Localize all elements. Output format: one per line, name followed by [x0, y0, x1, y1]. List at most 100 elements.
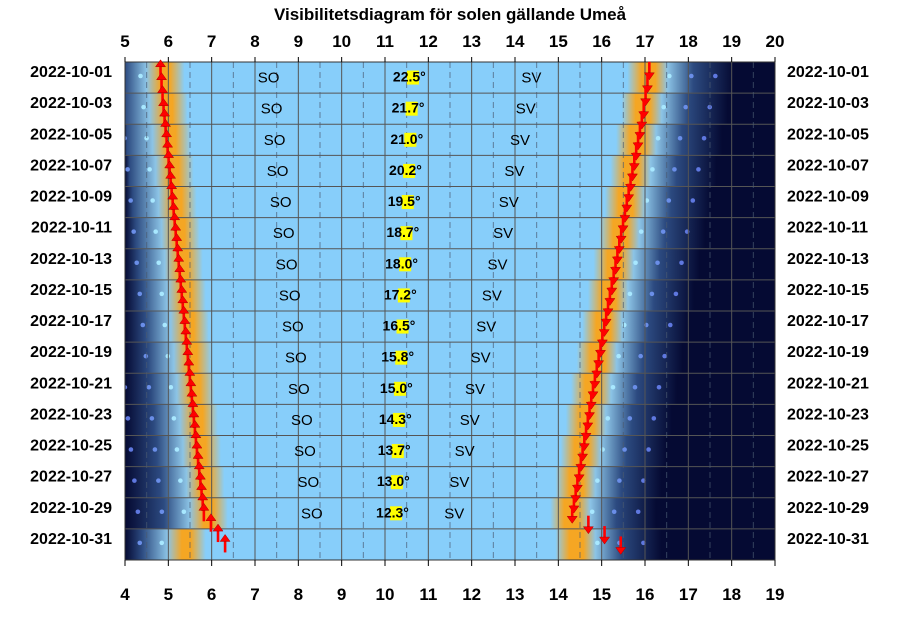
row-labels: SO SV 13.7° [294, 442, 475, 460]
noon-altitude-label: 20.2° [389, 162, 422, 178]
sunrise-arrow [205, 513, 217, 532]
date-label-left: 2022-10-27 [30, 469, 112, 486]
bottom-axis-tick-label: 7 [250, 585, 259, 604]
date-label-right: 2022-10-21 [787, 375, 869, 392]
twilight-dot [125, 167, 130, 172]
bottom-axis-tick-label: 13 [506, 585, 525, 604]
twilight-dot [153, 229, 158, 234]
twilight-dot [632, 384, 638, 390]
twilight-dot [113, 541, 118, 546]
date-label-right: 2022-10-27 [787, 469, 869, 486]
top-axis-tick-label: 12 [419, 32, 438, 51]
twilight-dot [655, 135, 661, 141]
date-label-left: 2022-10-15 [30, 282, 112, 299]
twilight-dot [137, 291, 143, 297]
twilight-dot [701, 135, 707, 141]
twilight-dot [171, 416, 177, 421]
twilight-dot [617, 478, 622, 483]
date-label-left: 2022-10-01 [30, 64, 112, 81]
twilight-dot [696, 167, 701, 172]
bottom-axis-tick-label: 8 [294, 585, 303, 604]
twilight-dot [159, 540, 165, 546]
direction-rise-label: SO [273, 225, 295, 242]
row-labels: SO SV 19.5° [270, 193, 519, 211]
twilight-dot [119, 105, 124, 110]
direction-set-label: SV [444, 505, 464, 522]
bottom-axis-tick-label: 5 [164, 585, 173, 604]
direction-set-label: SV [476, 319, 496, 336]
date-label-left: 2022-10-19 [30, 344, 112, 361]
row-labels: SO SV 14.3° [291, 411, 480, 429]
noon-altitude-label: 18.0° [385, 255, 418, 271]
plot-frame [124, 61, 776, 561]
top-axis-tick-label: 7 [207, 32, 216, 51]
twilight-dot [638, 229, 644, 234]
axes: 5 6 7 8 9 10 11 12 13 14 15 16 17 18 19 20 4 5 6 7 8 9 10 11 12 1… [30, 32, 869, 604]
date-label-right: 2022-10-15 [787, 282, 869, 299]
day-band [125, 155, 775, 188]
row-labels: SO SV 17.2° [279, 286, 502, 304]
chart-title: Visibilitetsdiagram för solen gällande U… [274, 5, 627, 24]
bottom-axis-tick-label: 15 [592, 585, 611, 604]
twilight-dot [672, 167, 677, 172]
noon-altitude-label: 19.5° [388, 193, 421, 209]
noon-altitude-label: 13.7° [378, 442, 411, 458]
date-label-left: 2022-10-03 [30, 95, 112, 112]
noon-altitude-label: 18.7° [386, 224, 419, 240]
bottom-axis-tick-label: 14 [549, 585, 568, 604]
top-axis-tick-label: 18 [679, 32, 698, 51]
noon-altitude-label: 16.5° [383, 318, 416, 334]
twilight-dot [649, 291, 655, 297]
twilight-dot [656, 384, 662, 390]
direction-rise-label: SO [301, 505, 323, 522]
sunrise-arrow [198, 502, 210, 522]
twilight-dot [651, 416, 657, 421]
bottom-axis-tick-label: 16 [636, 585, 655, 604]
twilight-dot [131, 229, 136, 234]
noon-altitude-label: 15.0° [380, 380, 413, 396]
bottom-axis-tick-label: 12 [462, 585, 481, 604]
twilight-dot [178, 478, 183, 483]
sunset-arrow [582, 515, 594, 535]
date-label-left: 2022-10-11 [31, 220, 112, 237]
twilight-dot [149, 416, 155, 421]
twilight-dot [660, 229, 666, 234]
twilight-dot [116, 74, 121, 79]
direction-set-label: SV [493, 225, 513, 242]
top-axis-tick-label: 17 [636, 32, 655, 51]
twilight-dot [174, 447, 180, 452]
top-axis-tick-label: 8 [250, 32, 259, 51]
direction-set-label: SV [449, 474, 469, 491]
twilight-dot [689, 73, 694, 79]
noon-altitude-label: 13.0° [377, 473, 410, 489]
twilight-dot [627, 291, 633, 297]
twilight-dot [635, 509, 641, 515]
day-band [125, 373, 775, 405]
date-label-right: 2022-10-19 [787, 344, 869, 361]
noon-marker [406, 70, 419, 85]
direction-rise-label: SO [282, 319, 304, 336]
noon-marker [395, 350, 408, 365]
date-label-left: 2022-10-09 [30, 189, 112, 206]
twilight-dot [673, 291, 679, 297]
twilight-dot [181, 509, 187, 515]
direction-rise-label: SO [294, 443, 316, 460]
twilight-dot [595, 478, 600, 483]
top-axis-tick-label: 6 [164, 32, 173, 51]
direction-set-label: SV [471, 350, 491, 367]
chart-marks: SO SV 22.5° SO SV 21.7° SO SV 21.0° SO SV 20.2° SO SV… [155, 59, 655, 555]
noon-marker [392, 412, 405, 427]
noon-marker [401, 195, 414, 210]
noon-marker [397, 288, 410, 303]
day-band [125, 435, 775, 468]
bottom-axis-tick-label: 9 [337, 585, 346, 604]
direction-rise-label: SO [285, 350, 307, 367]
direction-set-label: SV [488, 256, 508, 273]
date-label-right: 2022-10-09 [787, 189, 869, 206]
twilight-dot [644, 198, 650, 203]
top-axis-tick-label: 10 [332, 32, 351, 51]
noon-marker [403, 163, 416, 178]
noon-altitude-label: 14.3° [379, 411, 412, 427]
date-label-right: 2022-10-05 [787, 126, 869, 143]
